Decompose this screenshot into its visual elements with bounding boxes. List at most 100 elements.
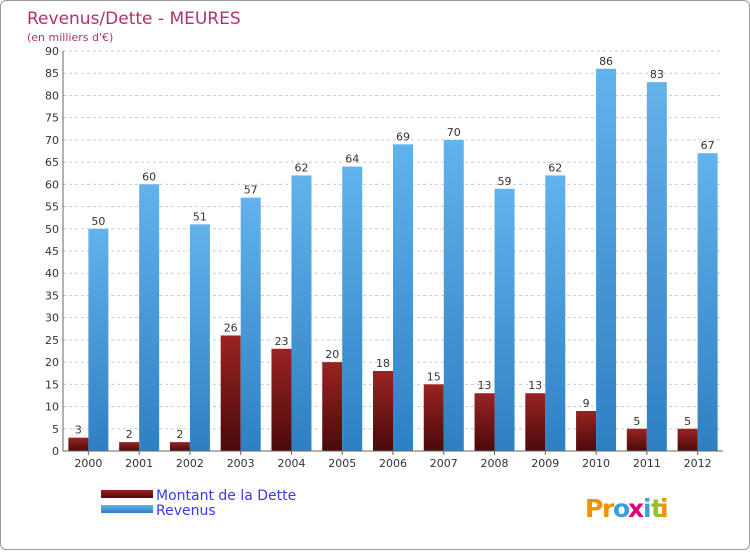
y-tick-label: 20	[45, 356, 59, 369]
y-tick-label: 75	[45, 112, 59, 125]
chart-title: Revenus/Dette - MEURES	[27, 9, 241, 29]
y-tick-label: 60	[45, 178, 59, 191]
bar-revenus	[494, 188, 515, 451]
x-tick-label: 2010	[582, 457, 610, 470]
bar-dette	[626, 428, 647, 451]
y-tick-label: 15	[45, 378, 59, 391]
data-label-revenus: 67	[701, 139, 715, 152]
data-label-revenus: 57	[244, 184, 258, 197]
x-tick-label: 2000	[74, 457, 102, 470]
data-label-dette: 13	[528, 379, 542, 392]
y-tick-label: 5	[52, 423, 59, 436]
data-label-revenus: 50	[91, 215, 105, 228]
bar-dette	[576, 411, 597, 451]
bar-revenus	[291, 175, 312, 451]
bar-revenus	[189, 224, 210, 451]
chart-subtitle: (en milliers d'€)	[27, 31, 113, 44]
brand-letter: P	[585, 494, 603, 523]
bar-revenus	[646, 82, 667, 451]
bar-revenus	[342, 166, 363, 452]
brand-letter: x	[628, 494, 644, 523]
y-tick-label: 35	[45, 289, 59, 302]
x-tick-label: 2011	[633, 457, 661, 470]
y-tick-label: 25	[45, 334, 59, 347]
bar-revenus	[545, 175, 566, 451]
bar-dette	[68, 437, 89, 451]
brand-letter: i	[660, 494, 669, 523]
data-label-dette: 2	[176, 428, 183, 441]
x-tick-label: 2005	[328, 457, 356, 470]
bar-dette	[220, 335, 241, 451]
bar-revenus	[139, 184, 160, 452]
bar-dette	[373, 371, 393, 451]
bar-revenus	[596, 68, 617, 452]
bar-dette	[474, 393, 495, 451]
data-label-revenus: 64	[345, 153, 359, 166]
data-label-revenus: 70	[447, 126, 461, 139]
bars	[68, 68, 718, 452]
bar-revenus	[240, 197, 261, 451]
bar-dette	[677, 428, 698, 451]
legend-swatch-revenus	[101, 505, 153, 513]
data-label-revenus: 69	[396, 130, 410, 143]
x-tick-label: 2003	[227, 457, 255, 470]
legend: Montant de la Dette Revenus	[101, 488, 296, 519]
x-tick-label: 2007	[430, 457, 458, 470]
data-label-dette: 15	[427, 370, 441, 383]
data-label-dette: 3	[75, 424, 82, 437]
data-label-revenus: 83	[650, 68, 664, 81]
bar-revenus	[443, 139, 464, 451]
data-label-dette: 2	[126, 428, 133, 441]
bar-revenus	[393, 144, 413, 452]
data-label-dette: 18	[376, 357, 390, 370]
bar-dette	[525, 393, 546, 451]
data-label-revenus: 62	[548, 161, 562, 174]
y-tick-label: 85	[45, 67, 59, 80]
y-axis-ticks: 0 5 10 15 20 25 30 35 40 45 50 55 60 65 70 75 80 85 90	[45, 45, 59, 458]
brand-letter: o	[613, 494, 630, 523]
y-tick-label: 90	[45, 45, 59, 58]
data-label-revenus: 60	[142, 170, 156, 183]
data-label-dette: 5	[633, 415, 640, 428]
bar-dette	[271, 348, 292, 451]
y-tick-label: 30	[45, 312, 59, 325]
y-tick-label: 0	[52, 445, 59, 458]
data-labels: 3 50 2 60 2 51 26 57 23 62 20 64 18 69 15 70 13 59 13 62 9 86…	[75, 55, 715, 441]
data-label-revenus: 59	[498, 175, 512, 188]
y-tick-label: 10	[45, 401, 59, 414]
data-label-revenus: 86	[599, 55, 613, 68]
data-label-dette: 23	[274, 335, 288, 348]
y-tick-label: 40	[45, 267, 59, 280]
data-label-revenus: 51	[193, 210, 207, 223]
legend-label-dette: Montant de la Dette	[156, 488, 296, 504]
x-tick-label: 2004	[277, 457, 305, 470]
brand-letter: r	[602, 494, 615, 523]
y-tick-label: 45	[45, 245, 59, 258]
data-label-dette: 5	[684, 415, 691, 428]
x-tick-label: 2002	[176, 457, 204, 470]
data-label-dette: 20	[325, 348, 339, 361]
bar-dette	[169, 442, 190, 451]
x-tick-label: 2008	[481, 457, 509, 470]
bar-dette	[423, 384, 444, 451]
x-tick-label: 2012	[684, 457, 712, 470]
legend-swatch-dette	[101, 490, 153, 498]
legend-label-revenus: Revenus	[156, 503, 216, 519]
x-tick-label: 2009	[531, 457, 559, 470]
brand-letter: i	[643, 494, 652, 523]
brand-letter: t	[651, 494, 663, 523]
data-label-dette: 26	[224, 321, 238, 334]
x-tick-label: 2006	[379, 457, 407, 470]
data-label-revenus: 62	[294, 161, 308, 174]
y-tick-label: 80	[45, 89, 59, 102]
data-label-dette: 13	[478, 379, 492, 392]
y-tick-label: 65	[45, 156, 59, 169]
bar-revenus	[88, 228, 109, 451]
data-label-dette: 9	[583, 397, 590, 410]
y-tick-label: 55	[45, 201, 59, 214]
y-tick-label: 70	[45, 134, 59, 147]
bar-dette	[322, 362, 343, 451]
